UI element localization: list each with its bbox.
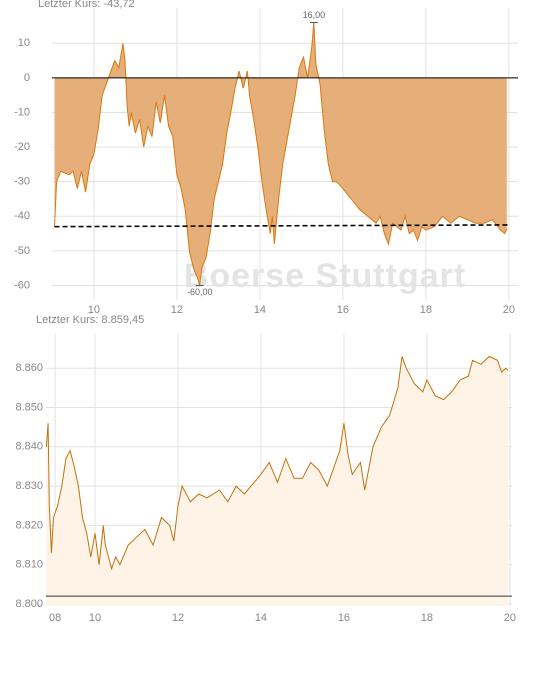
watermark: Boerse Stuttgart bbox=[184, 257, 466, 295]
y-tick-label: 8.820 bbox=[15, 519, 43, 531]
area bbox=[46, 356, 508, 606]
y-tick-label: 0 bbox=[24, 72, 30, 84]
y-tick-label: -40 bbox=[14, 210, 30, 222]
x-tick-label: 18 bbox=[420, 304, 432, 316]
y-tick-label: -30 bbox=[14, 176, 30, 188]
y-tick-label: 8.810 bbox=[15, 559, 43, 571]
annotation: 16,00 bbox=[303, 10, 326, 20]
x-tick-label: 20 bbox=[504, 612, 516, 624]
y-tick-label: -60 bbox=[14, 279, 30, 291]
x-tick-label: 12 bbox=[171, 304, 183, 316]
x-tick-label: 20 bbox=[503, 304, 515, 316]
y-tick-label: -50 bbox=[14, 245, 30, 257]
x-tick-label: 18 bbox=[421, 612, 433, 624]
x-tick-label: 16 bbox=[337, 304, 349, 316]
chart-title: Letzter Kurs: 8.859,45 bbox=[36, 314, 144, 326]
y-tick-label: 10 bbox=[18, 37, 30, 49]
line bbox=[54, 22, 508, 286]
x-tick-label: 10 bbox=[88, 304, 100, 316]
chart-title: Letzter Kurs: -43,72 bbox=[38, 0, 135, 10]
y-tick-label: 8.860 bbox=[15, 362, 43, 374]
x-tick-label: 10 bbox=[89, 612, 101, 624]
x-tick-label: 12 bbox=[172, 612, 184, 624]
annotation: -60,00 bbox=[187, 287, 213, 297]
area bbox=[54, 22, 507, 286]
y-tick-label: -20 bbox=[14, 141, 30, 153]
y-tick-label: 8.840 bbox=[15, 441, 43, 453]
y-tick-label: 8.830 bbox=[15, 480, 43, 492]
y-tick-label: 8.800 bbox=[15, 598, 43, 610]
x-tick-label: 14 bbox=[255, 612, 267, 624]
x-tick-label: 14 bbox=[254, 304, 266, 316]
x-tick-label: 16 bbox=[338, 612, 350, 624]
reference-line bbox=[54, 224, 509, 228]
y-tick-label: -10 bbox=[14, 106, 30, 118]
x-tick-label: 08 bbox=[49, 612, 61, 624]
y-tick-label: 8.850 bbox=[15, 401, 43, 413]
line bbox=[45, 355, 509, 571]
